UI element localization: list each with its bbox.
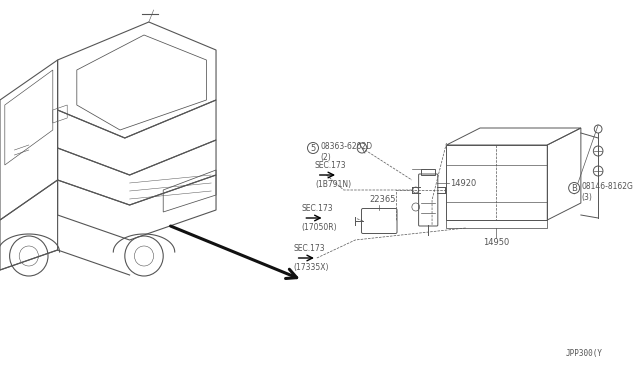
Text: 5: 5 [310, 144, 316, 153]
Text: 08363-6202D: 08363-6202D [321, 141, 373, 151]
FancyBboxPatch shape [419, 174, 438, 226]
Text: 22365: 22365 [370, 195, 396, 204]
FancyBboxPatch shape [362, 208, 397, 234]
Text: 08146-8162G: 08146-8162G [582, 182, 634, 190]
Text: (1B791N): (1B791N) [315, 180, 351, 189]
Text: (17335X): (17335X) [294, 263, 330, 272]
Text: SEC.173: SEC.173 [294, 244, 325, 253]
Text: JPP300(Y: JPP300(Y [566, 349, 603, 358]
Text: 14920: 14920 [451, 179, 477, 187]
Text: (2): (2) [321, 153, 332, 161]
Text: SEC.173: SEC.173 [315, 161, 346, 170]
Text: B: B [572, 183, 577, 192]
Text: (3): (3) [582, 192, 593, 202]
Text: 14950: 14950 [483, 237, 509, 247]
Text: (17050R): (17050R) [301, 223, 337, 232]
Text: SEC.173: SEC.173 [301, 204, 333, 213]
